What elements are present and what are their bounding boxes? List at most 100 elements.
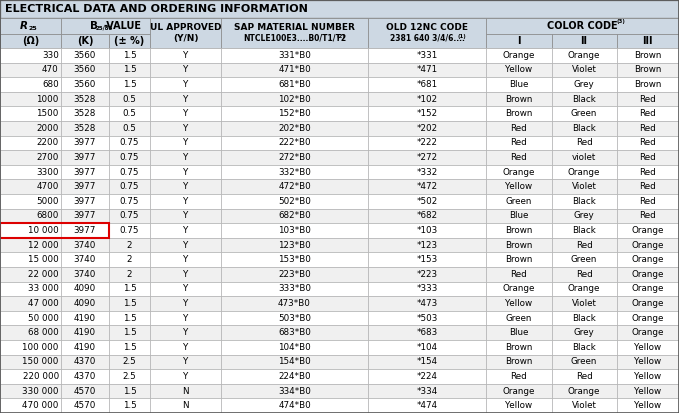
Text: Orange: Orange xyxy=(631,241,664,249)
Text: (2): (2) xyxy=(337,34,346,39)
Bar xyxy=(617,311,679,325)
Text: N: N xyxy=(183,401,189,410)
Bar xyxy=(0,399,61,413)
Text: 152*B0: 152*B0 xyxy=(278,109,311,118)
Text: Green: Green xyxy=(571,357,598,366)
Bar xyxy=(0,34,61,48)
Text: Y: Y xyxy=(183,109,189,118)
Bar xyxy=(551,355,617,369)
Text: Yellow: Yellow xyxy=(634,343,661,352)
Bar xyxy=(617,194,679,209)
Text: Red: Red xyxy=(511,153,528,162)
Bar xyxy=(617,150,679,165)
Text: Red: Red xyxy=(640,95,656,104)
Bar xyxy=(551,107,617,121)
Bar xyxy=(0,355,61,369)
Bar xyxy=(367,179,486,194)
Bar xyxy=(486,150,551,165)
Bar xyxy=(221,252,367,267)
Text: (1): (1) xyxy=(458,34,466,39)
Bar xyxy=(551,340,617,355)
Text: 153*B0: 153*B0 xyxy=(278,255,311,264)
Bar xyxy=(551,77,617,92)
Text: Yellow: Yellow xyxy=(634,387,661,396)
Text: Orange: Orange xyxy=(631,313,664,323)
Bar xyxy=(0,252,61,267)
Text: Brown: Brown xyxy=(634,80,661,89)
Bar xyxy=(221,209,367,223)
Bar xyxy=(367,384,486,399)
Bar xyxy=(221,135,367,150)
Text: *152: *152 xyxy=(416,109,437,118)
Text: Orange: Orange xyxy=(502,168,535,177)
Bar xyxy=(61,282,109,296)
Text: 3300: 3300 xyxy=(36,168,59,177)
Bar xyxy=(221,267,367,282)
Bar xyxy=(551,369,617,384)
Bar xyxy=(221,399,367,413)
Text: 1.5: 1.5 xyxy=(123,285,136,293)
Text: *224: *224 xyxy=(416,372,437,381)
Bar xyxy=(551,194,617,209)
Text: Blue: Blue xyxy=(509,328,528,337)
Text: 680: 680 xyxy=(42,80,59,89)
Text: Orange: Orange xyxy=(502,51,535,60)
Bar xyxy=(150,48,221,63)
Text: Orange: Orange xyxy=(631,270,664,279)
Text: B: B xyxy=(90,21,98,31)
Bar xyxy=(486,282,551,296)
Bar xyxy=(0,340,61,355)
Bar xyxy=(221,18,367,48)
Bar xyxy=(61,194,109,209)
Text: Y: Y xyxy=(183,182,189,191)
Text: 332*B0: 332*B0 xyxy=(278,168,311,177)
Text: 3977: 3977 xyxy=(74,226,96,235)
Bar xyxy=(109,296,150,311)
Bar xyxy=(150,282,221,296)
Bar xyxy=(367,340,486,355)
Bar xyxy=(221,77,367,92)
Text: Yellow: Yellow xyxy=(505,182,532,191)
Bar xyxy=(617,107,679,121)
Bar xyxy=(221,150,367,165)
Text: 2381 640 3/4/6....: 2381 640 3/4/6.... xyxy=(390,33,464,43)
Bar xyxy=(0,209,61,223)
Text: 1000: 1000 xyxy=(37,95,59,104)
Text: Y: Y xyxy=(183,153,189,162)
Bar xyxy=(486,267,551,282)
Bar xyxy=(367,135,486,150)
Text: 154*B0: 154*B0 xyxy=(278,357,311,366)
Bar xyxy=(486,107,551,121)
Bar xyxy=(0,121,61,135)
Text: SAP MATERIAL NUMBER: SAP MATERIAL NUMBER xyxy=(234,22,355,31)
Text: Y: Y xyxy=(183,372,189,381)
Bar xyxy=(61,296,109,311)
Bar xyxy=(221,340,367,355)
Text: 272*B0: 272*B0 xyxy=(278,153,311,162)
Bar xyxy=(617,325,679,340)
Text: 4090: 4090 xyxy=(74,285,96,293)
Text: NTCLE100E3....B0/T1/T2: NTCLE100E3....B0/T1/T2 xyxy=(243,33,346,43)
Text: 25: 25 xyxy=(29,26,37,31)
Bar xyxy=(61,399,109,413)
Bar xyxy=(0,194,61,209)
Bar xyxy=(150,369,221,384)
Text: Brown: Brown xyxy=(505,357,532,366)
Bar xyxy=(486,252,551,267)
Text: 1.5: 1.5 xyxy=(123,387,136,396)
Bar xyxy=(109,179,150,194)
Text: Y: Y xyxy=(183,95,189,104)
Text: Brown: Brown xyxy=(505,95,532,104)
Bar xyxy=(617,369,679,384)
Bar xyxy=(0,0,679,18)
Bar xyxy=(150,77,221,92)
Bar xyxy=(221,238,367,252)
Bar xyxy=(486,296,551,311)
Text: Y: Y xyxy=(183,241,189,249)
Bar xyxy=(0,18,61,34)
Bar xyxy=(109,107,150,121)
Bar xyxy=(367,165,486,179)
Text: 0.75: 0.75 xyxy=(120,168,139,177)
Text: *682: *682 xyxy=(416,211,437,221)
Bar xyxy=(150,311,221,325)
